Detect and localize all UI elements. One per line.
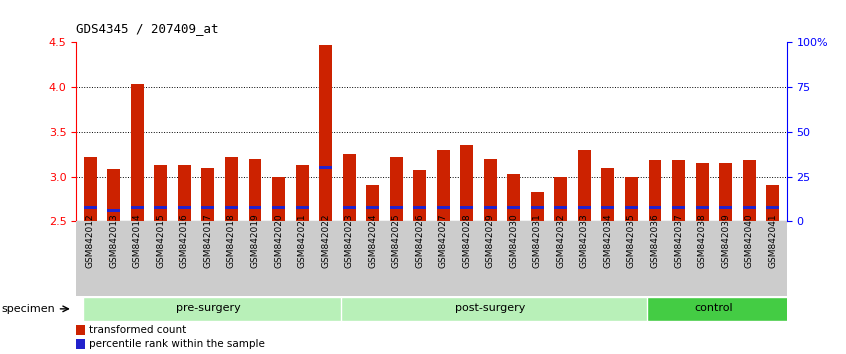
Bar xyxy=(131,206,144,209)
Bar xyxy=(366,206,379,209)
Bar xyxy=(531,192,544,221)
Bar xyxy=(343,206,355,209)
Bar xyxy=(554,206,568,209)
Bar xyxy=(625,206,638,209)
Bar xyxy=(484,159,497,221)
Bar xyxy=(390,206,403,209)
Bar xyxy=(178,165,191,221)
Bar xyxy=(201,206,214,209)
Bar xyxy=(201,168,214,221)
Bar xyxy=(366,185,379,221)
Bar xyxy=(76,325,85,335)
Bar xyxy=(578,206,591,209)
Text: post-surgery: post-surgery xyxy=(455,303,525,313)
Bar xyxy=(319,45,332,221)
Bar xyxy=(343,154,355,221)
Bar xyxy=(413,206,426,209)
Bar xyxy=(84,157,96,221)
Bar xyxy=(107,209,120,212)
Bar xyxy=(625,177,638,221)
Bar xyxy=(578,150,591,221)
Bar xyxy=(131,84,144,221)
Bar xyxy=(766,185,779,221)
Text: GDS4345 / 207409_at: GDS4345 / 207409_at xyxy=(76,22,218,35)
Bar xyxy=(84,206,96,209)
Bar xyxy=(76,339,85,349)
Bar xyxy=(743,160,755,221)
Bar xyxy=(554,177,568,221)
Bar xyxy=(154,206,168,209)
Bar xyxy=(508,174,520,221)
Bar xyxy=(249,159,261,221)
Bar xyxy=(672,160,685,221)
Bar xyxy=(342,297,649,321)
Bar xyxy=(178,206,191,209)
Bar xyxy=(272,206,285,209)
Bar xyxy=(531,206,544,209)
Bar xyxy=(437,206,450,209)
Bar xyxy=(83,297,343,321)
Bar xyxy=(225,157,238,221)
Text: transformed count: transformed count xyxy=(89,325,186,335)
Bar xyxy=(154,165,168,221)
Bar xyxy=(272,177,285,221)
Bar xyxy=(460,145,473,221)
Bar xyxy=(390,157,403,221)
Bar xyxy=(766,206,779,209)
Bar xyxy=(672,206,685,209)
Bar xyxy=(647,297,789,321)
Bar xyxy=(295,206,309,209)
Bar xyxy=(719,206,732,209)
Bar xyxy=(225,206,238,209)
Bar xyxy=(602,168,614,221)
Bar xyxy=(460,206,473,209)
Bar xyxy=(649,206,662,209)
Bar xyxy=(743,206,755,209)
Bar xyxy=(107,170,120,221)
Bar xyxy=(413,170,426,221)
Text: control: control xyxy=(695,303,733,313)
Bar xyxy=(695,206,709,209)
Bar xyxy=(695,163,709,221)
Text: specimen: specimen xyxy=(2,304,56,314)
Bar xyxy=(649,160,662,221)
Bar xyxy=(319,166,332,170)
Bar xyxy=(295,165,309,221)
Bar xyxy=(602,206,614,209)
Bar xyxy=(484,206,497,209)
Bar xyxy=(508,206,520,209)
Bar xyxy=(719,163,732,221)
Bar xyxy=(249,206,261,209)
Bar xyxy=(437,150,450,221)
Text: percentile rank within the sample: percentile rank within the sample xyxy=(89,339,265,349)
Text: pre-surgery: pre-surgery xyxy=(175,303,240,313)
